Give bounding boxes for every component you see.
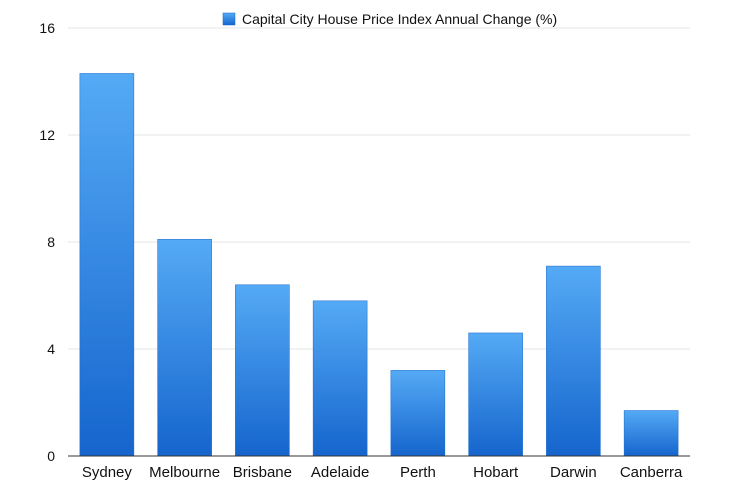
y-tick-label: 16 [39, 20, 55, 36]
x-tick-label: Melbourne [149, 464, 220, 481]
x-tick-label: Canberra [620, 464, 683, 481]
bar-adelaide [312, 300, 368, 457]
y-tick-label: 8 [47, 234, 55, 250]
bar-canberra [623, 410, 679, 457]
legend-label: Capital City House Price Index Annual Ch… [242, 11, 557, 27]
x-tick-label: Perth [400, 464, 436, 481]
y-axis-ticks: 0 4 8 12 16 [39, 20, 55, 464]
bar-hobart [468, 332, 523, 457]
x-tick-label: Brisbane [233, 464, 292, 481]
x-tick-label: Adelaide [311, 464, 369, 481]
bar-darwin [546, 265, 601, 457]
x-axis-ticks: Sydney Melbourne Brisbane Adelaide Perth Hoba… [82, 464, 683, 481]
legend-swatch [222, 12, 236, 26]
bar-perth [390, 370, 446, 457]
bar-sydney [79, 73, 135, 457]
bar-melbourne [157, 239, 212, 457]
bar-brisbane [235, 284, 290, 457]
legend: Capital City House Price Index Annual Ch… [222, 11, 557, 27]
x-tick-label: Darwin [550, 464, 597, 481]
bars [79, 73, 679, 457]
y-tick-label: 12 [39, 127, 55, 143]
y-tick-label: 4 [47, 341, 55, 357]
x-tick-label: Hobart [473, 464, 519, 481]
y-tick-label: 0 [47, 448, 55, 464]
x-tick-label: Sydney [82, 464, 133, 481]
